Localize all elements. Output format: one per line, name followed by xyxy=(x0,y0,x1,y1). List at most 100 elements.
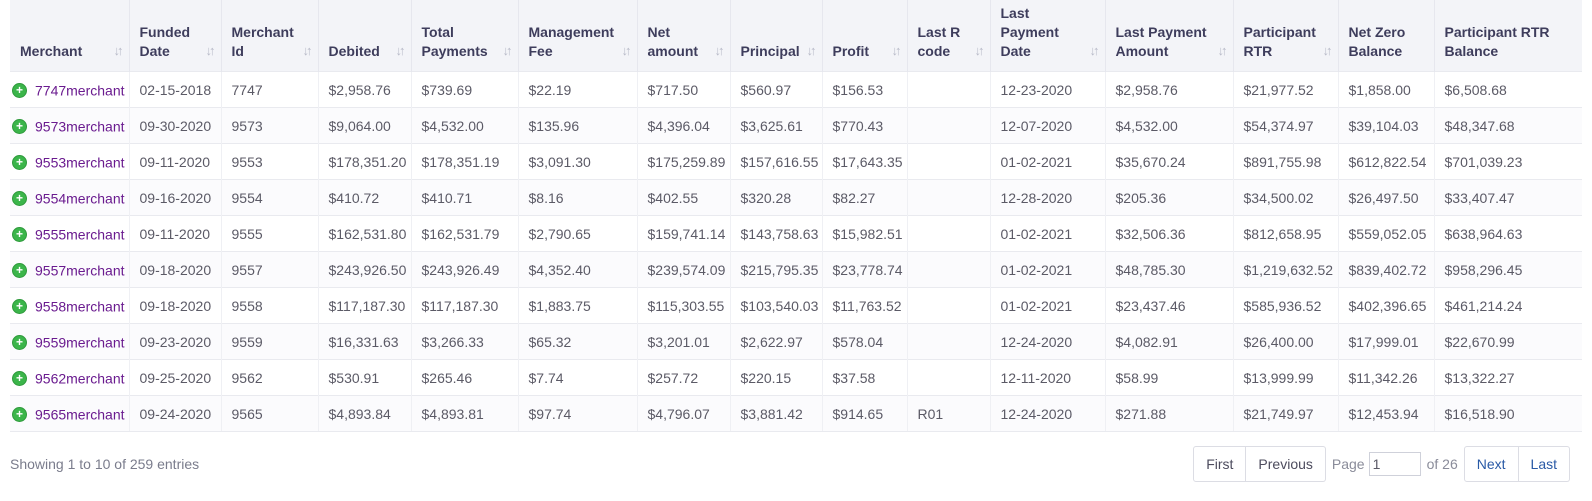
plus-circle-icon[interactable]: + xyxy=(12,190,27,206)
table-cell: $6,508.68 xyxy=(1434,71,1582,108)
table-cell: $3,881.42 xyxy=(730,395,823,432)
sort-arrows-icon[interactable]: ↓↑ xyxy=(621,43,632,58)
merchant-link[interactable]: 9565merchant xyxy=(35,406,125,423)
table-cell: $4,532.00 xyxy=(1105,107,1234,144)
sort-arrows-icon[interactable]: ↓↑ xyxy=(502,43,513,58)
column-header-label: Debited xyxy=(328,43,380,59)
column-header-funded-date[interactable]: Funded Date ↓↑ xyxy=(129,0,222,72)
table-cell xyxy=(907,71,991,108)
table-cell: $58.99 xyxy=(1105,359,1234,396)
table-cell: $32,506.36 xyxy=(1105,215,1234,252)
table-cell: $162,531.79 xyxy=(411,215,519,252)
merchant-cell: +9557merchant xyxy=(10,251,130,288)
plus-circle-icon[interactable]: + xyxy=(12,298,27,314)
merchant-link[interactable]: 9554merchant xyxy=(35,190,125,207)
sort-arrows-icon[interactable]: ↓↑ xyxy=(714,43,725,58)
table-cell: 01-02-2021 xyxy=(990,143,1106,180)
column-header-last-r-code[interactable]: Last R code ↓↑ xyxy=(907,0,991,72)
column-header-label: Management Fee xyxy=(528,24,615,59)
table-cell: $585,936.52 xyxy=(1233,287,1339,324)
first-page-button[interactable]: First xyxy=(1193,446,1247,482)
table-cell: 12-24-2020 xyxy=(990,395,1106,432)
plus-circle-icon[interactable]: + xyxy=(12,154,27,170)
table-cell: $82.27 xyxy=(822,179,908,216)
plus-circle-icon[interactable]: + xyxy=(12,82,27,98)
merchant-link[interactable]: 9553merchant xyxy=(35,154,125,171)
table-cell: $739.69 xyxy=(411,71,519,108)
column-header-last-payment-amount[interactable]: Last Payment Amount ↓↑ xyxy=(1105,0,1234,72)
sort-arrows-icon[interactable]: ↓↑ xyxy=(1089,43,1100,58)
plus-circle-icon[interactable]: + xyxy=(12,334,27,350)
plus-circle-icon[interactable]: + xyxy=(12,370,27,386)
column-header-principal[interactable]: Principal ↓↑ xyxy=(730,0,823,72)
column-header-net-amount[interactable]: Net amount ↓↑ xyxy=(637,0,731,72)
table-cell: $3,091.30 xyxy=(518,143,638,180)
sort-arrows-icon[interactable]: ↓↑ xyxy=(395,43,406,58)
table-cell: $54,374.97 xyxy=(1233,107,1339,144)
sort-arrows-icon[interactable]: ↓↑ xyxy=(205,43,216,58)
column-header-debited[interactable]: Debited ↓↑ xyxy=(318,0,412,72)
column-header-last-payment-date[interactable]: Last Payment Date ↓↑ xyxy=(990,0,1106,72)
table-cell: $65.32 xyxy=(518,323,638,360)
last-page-button[interactable]: Last xyxy=(1518,446,1570,482)
table-cell: $2,958.76 xyxy=(1105,71,1234,108)
table-body: +7747merchant 02-15-2018 7747 $2,958.76 $739… xyxy=(10,71,1582,432)
table-cell: $812,658.95 xyxy=(1233,215,1339,252)
column-header-participant-rtr-balance: Participant RTR Balance xyxy=(1434,0,1582,72)
next-page-button[interactable]: Next xyxy=(1463,446,1519,482)
table-cell: $48,785.30 xyxy=(1105,251,1234,288)
column-header-participant-rtr[interactable]: Participant RTR ↓↑ xyxy=(1233,0,1339,72)
sort-arrows-icon[interactable]: ↓↑ xyxy=(1322,43,1333,58)
sort-arrows-icon[interactable]: ↓↑ xyxy=(974,43,985,58)
table-cell: $243,926.49 xyxy=(411,251,519,288)
column-header-label: Total Payments xyxy=(421,24,488,59)
table-cell: 09-23-2020 xyxy=(129,323,222,360)
plus-circle-icon[interactable]: + xyxy=(12,226,27,242)
column-header-merchant-id[interactable]: Merchant Id ↓↑ xyxy=(221,0,319,72)
sort-arrows-icon[interactable]: ↓↑ xyxy=(113,43,124,58)
table-row: +9554merchant 09-16-2020 9554 $410.72 $410.7… xyxy=(10,179,1582,216)
table-cell: $178,351.20 xyxy=(318,143,412,180)
table-cell: $17,643.35 xyxy=(822,143,908,180)
column-header-management-fee[interactable]: Management Fee ↓↑ xyxy=(518,0,638,72)
plus-circle-icon[interactable]: + xyxy=(12,118,27,134)
merchant-link[interactable]: 7747merchant xyxy=(35,82,125,99)
table-cell: $13,322.27 xyxy=(1434,359,1582,396)
table-cell: 9573 xyxy=(221,107,319,144)
table-cell: $35,670.24 xyxy=(1105,143,1234,180)
table-cell: 09-18-2020 xyxy=(129,287,222,324)
table-cell: $2,622.97 xyxy=(730,323,823,360)
table-cell: 09-16-2020 xyxy=(129,179,222,216)
sort-arrows-icon[interactable]: ↓↑ xyxy=(891,43,902,58)
table-cell: $7.74 xyxy=(518,359,638,396)
column-header-merchant[interactable]: Merchant ↓↑ xyxy=(10,0,130,72)
table-cell: $205.36 xyxy=(1105,179,1234,216)
table-cell: $159,741.14 xyxy=(637,215,731,252)
plus-circle-icon[interactable]: + xyxy=(12,262,27,278)
page-number-input[interactable] xyxy=(1368,452,1421,476)
merchant-link[interactable]: 9573merchant xyxy=(35,118,125,135)
merchant-link[interactable]: 9559merchant xyxy=(35,334,125,351)
table-cell: 9565 xyxy=(221,395,319,432)
entries-info: Showing 1 to 10 of 259 entries xyxy=(10,456,200,472)
merchant-link[interactable]: 9558merchant xyxy=(35,298,125,315)
column-header-total-payments[interactable]: Total Payments ↓↑ xyxy=(411,0,519,72)
sort-arrows-icon[interactable]: ↓↑ xyxy=(1217,43,1228,58)
table-cell: $638,964.63 xyxy=(1434,215,1582,252)
table-cell: 9562 xyxy=(221,359,319,396)
table-cell: 02-15-2018 xyxy=(129,71,222,108)
column-header-label: Principal xyxy=(740,43,800,59)
sort-arrows-icon[interactable]: ↓↑ xyxy=(302,43,313,58)
merchant-link[interactable]: 9557merchant xyxy=(35,262,125,279)
plus-circle-icon[interactable]: + xyxy=(12,406,27,422)
table-cell: $26,400.00 xyxy=(1233,323,1339,360)
column-header-label: Net amount xyxy=(647,24,699,59)
table-cell: $891,755.98 xyxy=(1233,143,1339,180)
merchant-link[interactable]: 9555merchant xyxy=(35,226,125,243)
sort-arrows-icon[interactable]: ↓↑ xyxy=(806,43,817,58)
table-cell: $15,982.51 xyxy=(822,215,908,252)
merchant-link[interactable]: 9562merchant xyxy=(35,370,125,387)
column-header-profit[interactable]: Profit ↓↑ xyxy=(822,0,908,72)
merchant-cell: +9559merchant xyxy=(10,323,130,360)
previous-page-button[interactable]: Previous xyxy=(1246,446,1326,482)
